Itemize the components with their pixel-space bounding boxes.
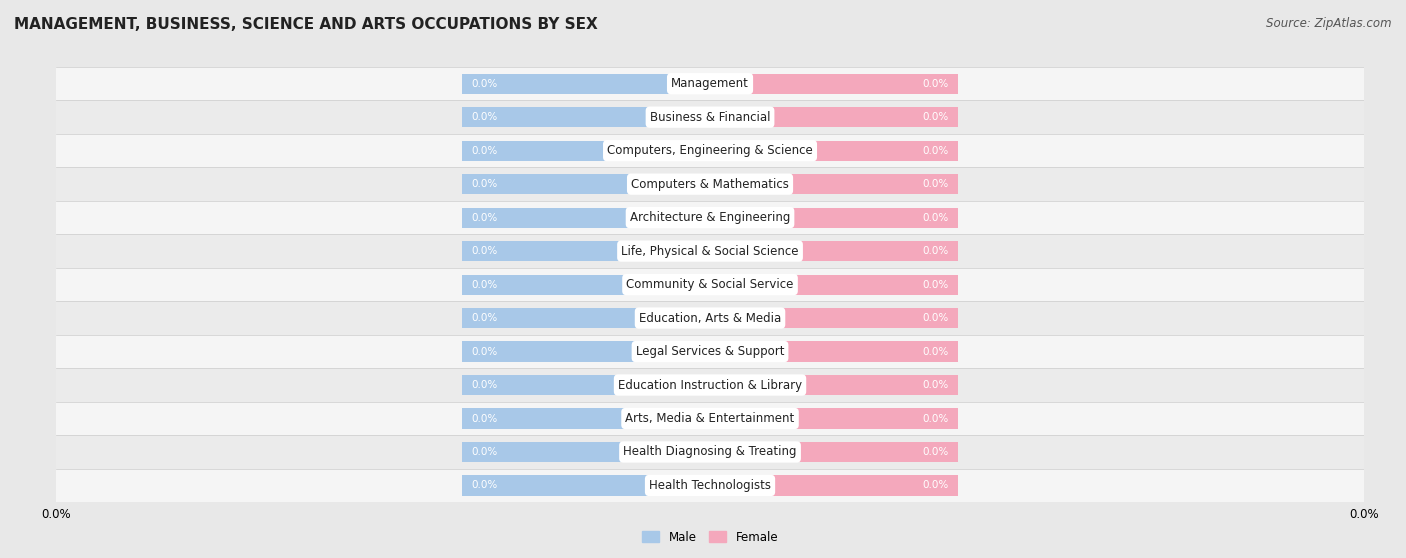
Bar [710,174,959,194]
Bar [56,268,1364,301]
Bar [56,67,1364,100]
Bar [461,107,710,127]
Bar [56,469,1364,502]
Bar [710,74,959,94]
Bar [461,375,710,395]
Text: 0.0%: 0.0% [471,413,498,424]
Bar [461,341,710,362]
Text: 0.0%: 0.0% [922,246,949,256]
Text: 0.0%: 0.0% [922,213,949,223]
Text: 0.0%: 0.0% [922,79,949,89]
Text: Legal Services & Support: Legal Services & Support [636,345,785,358]
Text: Architecture & Engineering: Architecture & Engineering [630,211,790,224]
Bar [461,241,710,261]
Bar [56,167,1364,201]
Text: Life, Physical & Social Science: Life, Physical & Social Science [621,244,799,258]
Bar [56,234,1364,268]
Bar [56,201,1364,234]
Text: 0.0%: 0.0% [922,313,949,323]
Text: 0.0%: 0.0% [471,313,498,323]
Text: Community & Social Service: Community & Social Service [626,278,794,291]
Bar [710,241,959,261]
Bar [710,375,959,395]
Bar [461,408,710,429]
Text: 0.0%: 0.0% [471,447,498,457]
Text: Education Instruction & Library: Education Instruction & Library [619,378,801,392]
Bar [710,408,959,429]
Text: 0.0%: 0.0% [471,213,498,223]
Text: 0.0%: 0.0% [922,179,949,189]
Text: 0.0%: 0.0% [471,480,498,490]
Text: Source: ZipAtlas.com: Source: ZipAtlas.com [1267,17,1392,30]
Legend: Male, Female: Male, Female [637,526,783,549]
Text: Arts, Media & Entertainment: Arts, Media & Entertainment [626,412,794,425]
Bar [461,174,710,194]
Bar [56,335,1364,368]
Bar [56,368,1364,402]
Bar [461,275,710,295]
Text: Education, Arts & Media: Education, Arts & Media [638,311,782,325]
Text: 0.0%: 0.0% [471,112,498,122]
Text: Management: Management [671,77,749,90]
Bar [710,107,959,127]
Text: 0.0%: 0.0% [922,480,949,490]
Text: 0.0%: 0.0% [922,347,949,357]
Bar [710,475,959,496]
Bar [461,442,710,462]
Text: Health Diagnosing & Treating: Health Diagnosing & Treating [623,445,797,459]
Bar [710,275,959,295]
Bar [710,341,959,362]
Text: 0.0%: 0.0% [471,347,498,357]
Text: 0.0%: 0.0% [922,146,949,156]
Bar [56,100,1364,134]
Text: 0.0%: 0.0% [922,112,949,122]
Text: MANAGEMENT, BUSINESS, SCIENCE AND ARTS OCCUPATIONS BY SEX: MANAGEMENT, BUSINESS, SCIENCE AND ARTS O… [14,17,598,32]
Text: Computers & Mathematics: Computers & Mathematics [631,177,789,191]
Text: 0.0%: 0.0% [471,79,498,89]
Bar [56,402,1364,435]
Bar [56,301,1364,335]
Text: Computers, Engineering & Science: Computers, Engineering & Science [607,144,813,157]
Bar [710,208,959,228]
Text: 0.0%: 0.0% [471,380,498,390]
Text: Business & Financial: Business & Financial [650,110,770,124]
Bar [710,308,959,328]
Text: 0.0%: 0.0% [922,280,949,290]
Text: 0.0%: 0.0% [922,413,949,424]
Text: 0.0%: 0.0% [471,246,498,256]
Text: 0.0%: 0.0% [922,380,949,390]
Bar [461,141,710,161]
Bar [710,141,959,161]
Bar [56,134,1364,167]
Text: 0.0%: 0.0% [471,280,498,290]
Bar [461,308,710,328]
Text: 0.0%: 0.0% [922,447,949,457]
Text: 0.0%: 0.0% [471,179,498,189]
Text: 0.0%: 0.0% [471,146,498,156]
Bar [461,208,710,228]
Bar [56,435,1364,469]
Bar [461,475,710,496]
Bar [461,74,710,94]
Bar [710,442,959,462]
Text: Health Technologists: Health Technologists [650,479,770,492]
